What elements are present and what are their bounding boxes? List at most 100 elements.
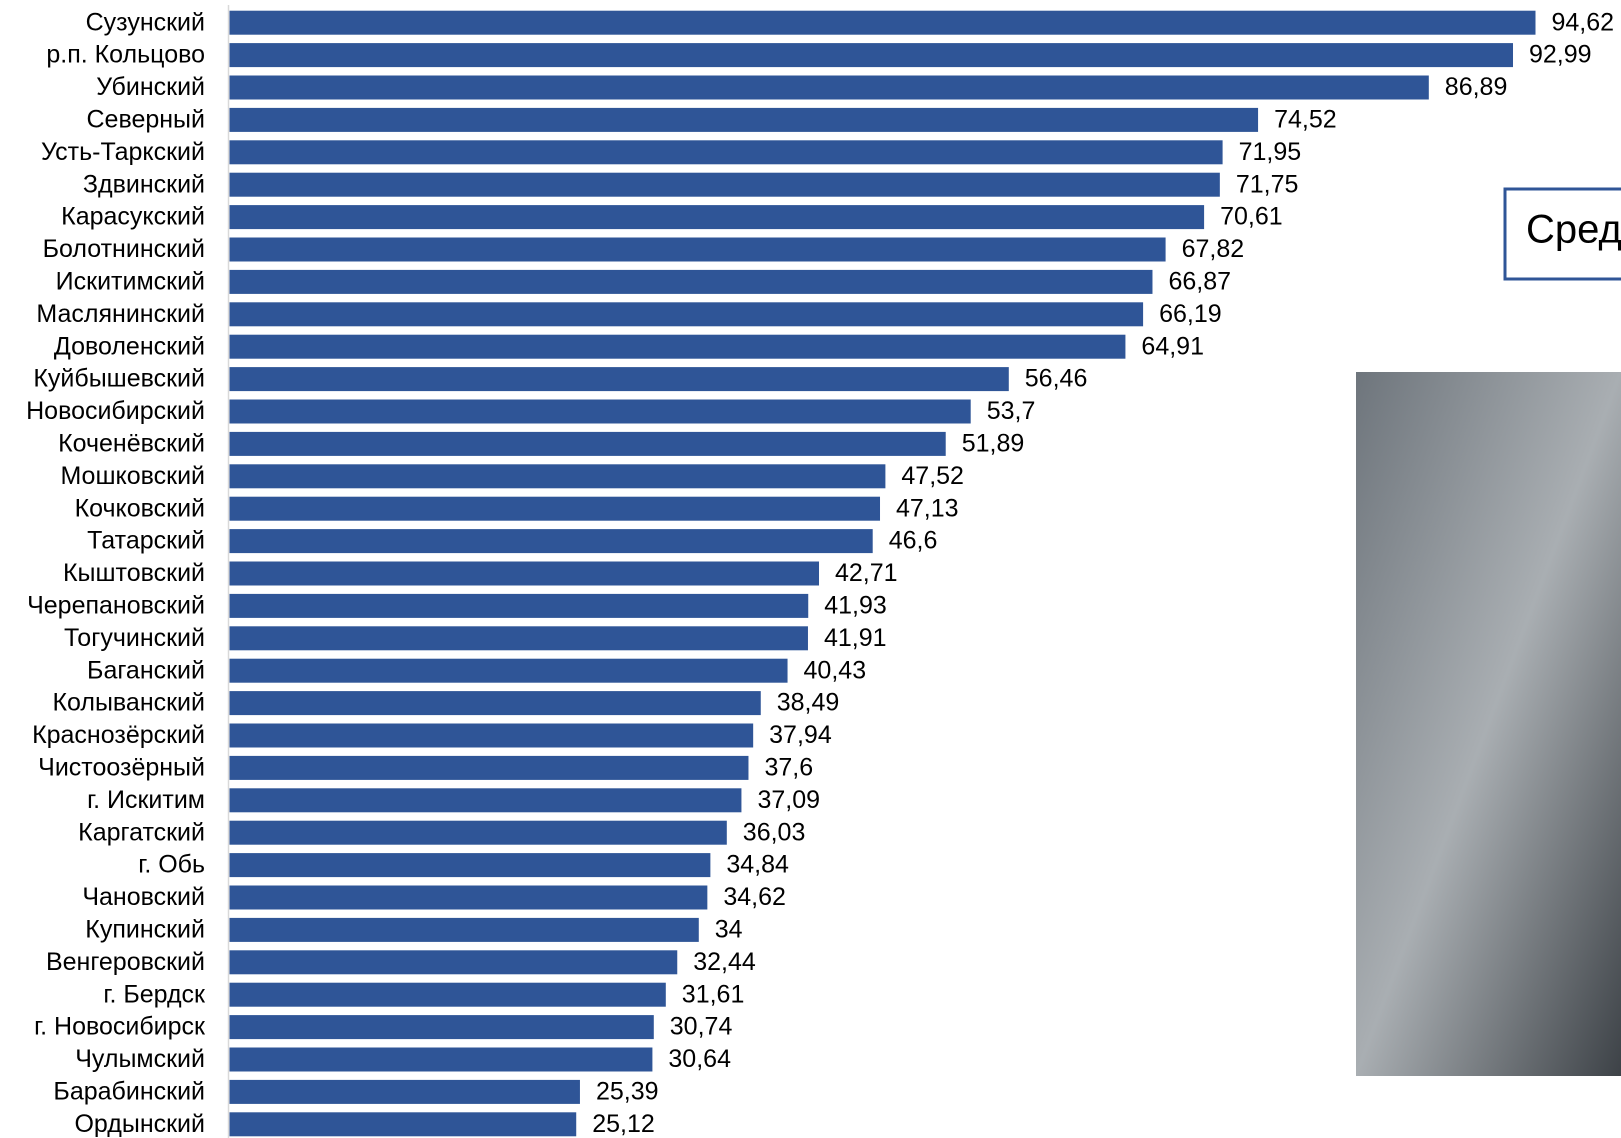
category-label: Мошковский xyxy=(60,462,205,490)
category-label: Сузунский xyxy=(86,8,205,36)
category-label: Тогучинский xyxy=(64,624,205,652)
category-label: Карасукский xyxy=(61,203,205,231)
value-label: 64,91 xyxy=(1141,332,1204,360)
bar xyxy=(229,755,749,780)
value-label: 46,6 xyxy=(889,527,938,555)
category-label: г. Новосибирск xyxy=(34,1013,206,1041)
category-label: Чулымский xyxy=(75,1045,205,1073)
annotation: Сред xyxy=(1526,208,1621,252)
category-label: Чановский xyxy=(82,883,205,911)
value-label: 74,52 xyxy=(1274,106,1337,134)
category-label: Барабинский xyxy=(53,1078,205,1106)
bar xyxy=(229,496,881,521)
value-label: 94,62 xyxy=(1552,8,1615,36)
bar xyxy=(229,205,1205,230)
category-label: Чистоозёрный xyxy=(38,754,205,782)
category-label: Куйбышевский xyxy=(33,365,205,393)
value-label: 38,49 xyxy=(777,689,840,717)
value-label: 71,75 xyxy=(1236,170,1299,198)
bar xyxy=(229,853,711,878)
value-label: 71,95 xyxy=(1239,138,1302,166)
category-label: р.п. Кольцово xyxy=(46,41,205,69)
bar xyxy=(229,982,666,1007)
category-label: Маслянинский xyxy=(36,300,205,328)
value-label: 66,19 xyxy=(1159,300,1222,328)
value-label: 41,93 xyxy=(824,592,887,620)
value-label: 66,87 xyxy=(1168,268,1231,296)
value-label: 30,64 xyxy=(668,1045,731,1073)
category-label: Кочковский xyxy=(75,494,205,522)
category-label: Татарский xyxy=(87,527,205,555)
bar xyxy=(229,172,1220,197)
category-label: г. Бердск xyxy=(103,980,206,1008)
annotation-box xyxy=(1503,187,1621,281)
bar xyxy=(229,561,820,586)
bar xyxy=(229,237,1166,262)
value-label: 86,89 xyxy=(1445,73,1508,101)
value-label: 37,09 xyxy=(757,786,820,814)
value-label: 56,46 xyxy=(1025,365,1088,393)
photo xyxy=(1356,372,1621,1076)
value-label: 92,99 xyxy=(1529,41,1592,69)
category-label: Усть-Таркский xyxy=(41,138,205,166)
category-label: Коченёвский xyxy=(58,430,205,458)
bar xyxy=(229,75,1429,100)
value-label: 41,91 xyxy=(824,624,887,652)
category-label: г. Искитим xyxy=(87,786,205,814)
category-label: Кыштовский xyxy=(63,559,205,587)
bar xyxy=(229,723,754,748)
value-label: 36,03 xyxy=(743,818,806,846)
category-label: г. Обь xyxy=(138,851,205,879)
bar xyxy=(229,1079,580,1104)
bar xyxy=(229,399,971,424)
value-label: 70,61 xyxy=(1220,203,1283,231)
bar xyxy=(229,593,809,618)
bar xyxy=(229,788,742,813)
category-label: Доволенский xyxy=(54,332,205,360)
value-label: 51,89 xyxy=(962,430,1025,458)
bar xyxy=(229,269,1153,294)
bar xyxy=(229,658,788,683)
value-label: 30,74 xyxy=(670,1013,733,1041)
bar xyxy=(229,464,886,489)
bar xyxy=(229,302,1144,327)
value-label: 37,6 xyxy=(764,754,813,782)
category-label: Краснозёрский xyxy=(32,721,205,749)
bar xyxy=(229,950,678,975)
category-label: Новосибирский xyxy=(26,397,205,425)
value-label: 32,44 xyxy=(693,948,756,976)
category-label: Искитимский xyxy=(56,268,205,296)
bar xyxy=(229,107,1259,132)
bar xyxy=(229,1112,577,1137)
value-label: 25,39 xyxy=(596,1078,659,1106)
bar xyxy=(229,10,1536,35)
category-label: Купинский xyxy=(85,916,205,944)
category-label: Венгеровский xyxy=(46,948,205,976)
bar xyxy=(229,529,873,554)
category-label: Каргатский xyxy=(78,818,205,846)
value-label: 47,52 xyxy=(901,462,964,490)
bar xyxy=(229,431,946,456)
value-label: 37,94 xyxy=(769,721,832,749)
bar xyxy=(229,43,1514,68)
category-label: Баганский xyxy=(87,656,205,684)
category-label: Ордынский xyxy=(74,1110,205,1138)
bar xyxy=(229,334,1126,359)
bar xyxy=(229,1015,654,1040)
value-label: 34,84 xyxy=(726,851,789,879)
bar xyxy=(229,885,708,910)
bar xyxy=(229,367,1009,392)
category-label: Черепановский xyxy=(27,592,205,620)
value-label: 34,62 xyxy=(723,883,786,911)
bar xyxy=(229,691,761,716)
category-label: Здвинский xyxy=(83,170,205,198)
bar xyxy=(229,917,699,942)
value-label: 31,61 xyxy=(682,980,745,1008)
bar xyxy=(229,140,1223,165)
category-label: Убинский xyxy=(96,73,205,101)
value-label: 25,12 xyxy=(592,1110,655,1138)
category-label: Северный xyxy=(86,106,205,134)
bar xyxy=(229,820,727,845)
value-label: 40,43 xyxy=(804,656,867,684)
value-label: 67,82 xyxy=(1182,235,1245,263)
